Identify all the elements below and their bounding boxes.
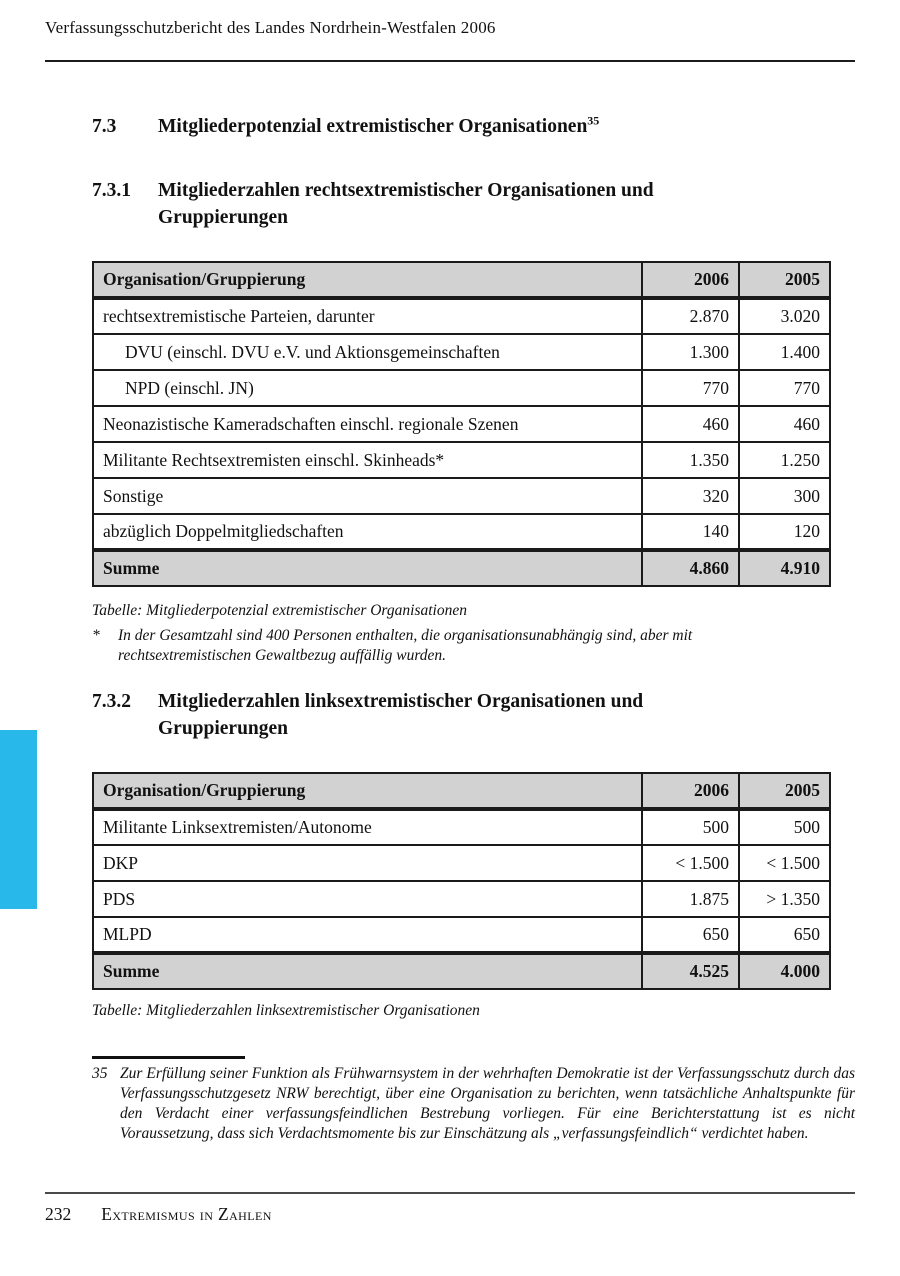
section-heading-7-3: 7.3 Mitgliederpotenzial extremistischer … [92,113,599,140]
section-title: Mitgliederpotenzial extremistischer Orga… [158,113,600,138]
footnote-marker: 35 [92,1065,108,1082]
summary-2006: 4.525 [641,951,740,990]
header-rule [45,60,855,62]
row-label: Neonazistische Kameradschaften einschl. … [92,405,643,443]
table-summary-row: Summe 4.525 4.000 [92,951,831,990]
value-2006: 1.300 [641,333,740,371]
value-2005: 770 [738,369,831,407]
value-2005: 1.400 [738,333,831,371]
value-2006: 770 [641,369,740,407]
column-header-2006: 2006 [641,772,740,811]
table-row: Sonstige 320 300 [92,477,831,515]
table-row: MLPD 650 650 [92,916,831,954]
section-number: 7.3.2 [92,691,131,712]
row-label: Sonstige [92,477,643,515]
summary-2006: 4.860 [641,548,740,587]
row-label: MLPD [92,916,643,954]
row-label: abzüglich Doppelmitgliedschaften [92,513,643,551]
running-header: Verfassungsschutzbericht des Landes Nord… [45,18,496,37]
table-row: rechtsextremistische Parteien, darunter … [92,297,831,335]
value-2006: 140 [641,513,740,551]
value-2005: 3.020 [738,297,831,335]
value-2006: < 1.500 [641,844,740,882]
value-2005: < 1.500 [738,844,831,882]
row-label: Militante Rechtsextremisten einschl. Ski… [92,441,643,479]
value-2006: 460 [641,405,740,443]
footnote-reference: 35 [587,113,600,128]
footnote-marker: * [92,627,100,644]
section-heading-7-3-2: 7.3.2 Mitgliederzahlen linksextremistisc… [92,688,723,742]
margin-marker [0,730,37,909]
summary-2005: 4.910 [738,548,831,587]
value-2006: 320 [641,477,740,515]
value-2005: 1.250 [738,441,831,479]
value-2005: 460 [738,405,831,443]
footnote-text: Zur Erfüllung seiner Funktion als Frühwa… [120,1065,855,1142]
table-row: DKP < 1.500 < 1.500 [92,844,831,882]
value-2006: 650 [641,916,740,954]
table-left-extremist-members: Organisation/Gruppierung 2006 2005 Milit… [92,772,831,990]
column-header-2006: 2006 [641,261,740,300]
table1-caption: Tabelle: Mitgliederpotenzial extremistis… [92,602,467,619]
row-label: DKP [92,844,643,882]
section-heading-7-3-1: 7.3.1 Mitgliederzahlen rechtsextremistis… [92,177,723,231]
row-label: Militante Linksextremisten/Autonome [92,808,643,846]
row-label: NPD (einschl. JN) [92,369,643,407]
footnote-separator [92,1056,245,1059]
table-header-row: Organisation/Gruppierung 2006 2005 [92,261,831,300]
table2-caption: Tabelle: Mitgliederzahlen linksextremist… [92,1002,480,1019]
table-row: Militante Linksextremisten/Autonome 500 … [92,808,831,846]
value-2006: 1.350 [641,441,740,479]
table-right-extremist-members: Organisation/Gruppierung 2006 2005 recht… [92,261,831,587]
table-row: Militante Rechtsextremisten einschl. Ski… [92,441,831,479]
summary-label: Summe [92,951,643,990]
table-row: PDS 1.875 > 1.350 [92,880,831,918]
column-header-2005: 2005 [738,772,831,811]
row-label: PDS [92,880,643,918]
asterisk-footnote: * In der Gesamtzahl sind 400 Personen en… [92,626,792,666]
section-number: 7.3.1 [92,180,131,201]
summary-label: Summe [92,548,643,587]
table-row: NPD (einschl. JN) 770 770 [92,369,831,407]
row-label: rechtsextremistische Parteien, darunter [92,297,643,335]
section-number: 7.3 [92,116,117,137]
table-row: abzüglich Doppelmitgliedschaften 140 120 [92,513,831,551]
value-2005: 120 [738,513,831,551]
value-2005: 300 [738,477,831,515]
section-title: Mitgliederzahlen linksextremistischer Or… [158,691,644,739]
row-label: DVU (einschl. DVU e.V. und Aktionsgemein… [92,333,643,371]
page-footer: 232 Extremismus in Zahlen [45,1204,272,1225]
chapter-title: Extremismus in Zahlen [101,1204,272,1224]
footnote-text: In der Gesamtzahl sind 400 Personen enth… [118,627,693,664]
table-row: Neonazistische Kameradschaften einschl. … [92,405,831,443]
table-header-row: Organisation/Gruppierung 2006 2005 [92,772,831,811]
column-header-organisation: Organisation/Gruppierung [92,772,643,811]
value-2006: 500 [641,808,740,846]
value-2005: 650 [738,916,831,954]
column-header-organisation: Organisation/Gruppierung [92,261,643,300]
table-summary-row: Summe 4.860 4.910 [92,548,831,587]
value-2006: 2.870 [641,297,740,335]
page-number: 232 [45,1204,72,1224]
table-row: DVU (einschl. DVU e.V. und Aktionsgemein… [92,333,831,371]
footnote-35: 35 Zur Erfüllung seiner Funktion als Frü… [92,1064,855,1144]
summary-2005: 4.000 [738,951,831,990]
value-2005: 500 [738,808,831,846]
section-title: Mitgliederzahlen rechtsextremistischer O… [158,180,654,228]
column-header-2005: 2005 [738,261,831,300]
footer-rule [45,1192,855,1194]
value-2006: 1.875 [641,880,740,918]
value-2005: > 1.350 [738,880,831,918]
